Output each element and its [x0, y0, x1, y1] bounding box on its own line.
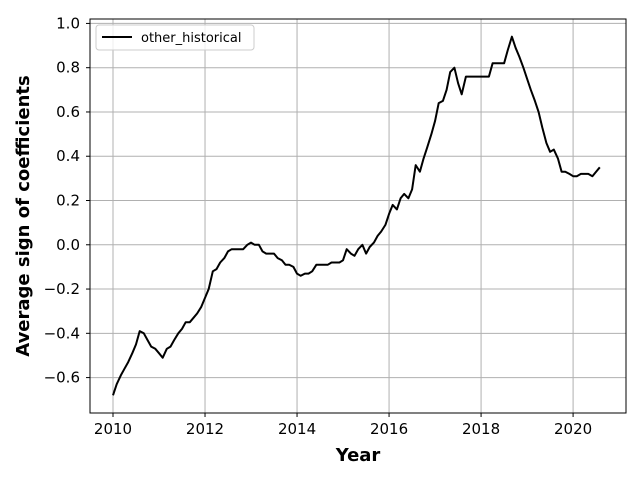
y-tick-label: −0.4: [44, 324, 80, 342]
y-axis-ticks: −0.6 −0.4 −0.2 0.0 0.2 0.4 0.6 0.8 1.0: [44, 14, 90, 387]
y-tick-label: −0.6: [44, 369, 80, 387]
y-tick-label: 1.0: [56, 14, 80, 32]
x-tick-label: 2020: [554, 420, 592, 438]
legend-label-other-historical: other_historical: [141, 31, 242, 46]
y-tick-label: 0.0: [56, 236, 80, 254]
x-tick-label: 2014: [278, 420, 316, 438]
x-axis-title: Year: [335, 445, 381, 466]
legend-box: [95, 24, 255, 51]
plot-area-frame: [89, 18, 627, 414]
y-tick-label: 0.2: [56, 192, 80, 210]
x-tick-label: 2018: [462, 420, 500, 438]
y-tick-label: −0.2: [44, 280, 80, 298]
y-axis-title: Average sign of coefficients: [13, 75, 34, 356]
grid: [90, 19, 626, 413]
y-tick-label: 0.8: [56, 59, 80, 77]
x-tick-label: 2010: [94, 420, 132, 438]
legend: other_historical: [95, 24, 255, 51]
series-layer: [112, 35, 601, 396]
x-tick-label: 2012: [186, 420, 224, 438]
y-tick-label: 0.4: [56, 147, 80, 165]
x-axis-ticks: 2010 2012 2014 2016 2018 2020: [94, 413, 592, 438]
series-line-other-historical: [112, 35, 601, 396]
x-tick-label: 2016: [370, 420, 408, 438]
y-tick-label: 0.6: [56, 103, 80, 121]
